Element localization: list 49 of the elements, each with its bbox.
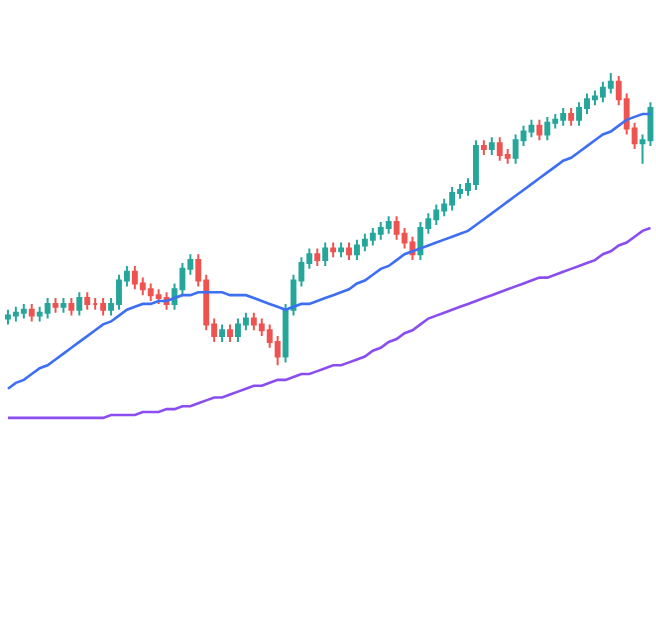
candlestick [377,221,384,241]
candlestick [147,282,154,302]
candlestick [12,305,19,323]
candlestick [60,297,67,314]
candlestick [36,305,43,323]
candlestick [346,241,352,262]
candlestick [512,133,519,165]
candlestick [361,232,368,253]
candlestick [607,72,614,95]
candlestick [227,323,233,343]
candlestick [250,311,257,332]
candlestick [528,118,535,139]
candlestick [116,273,122,311]
candlestick [385,215,392,235]
candlestick [417,221,424,262]
candlestick [20,302,27,320]
candlestick [155,288,162,305]
candlestick [131,264,138,291]
candlestick [449,186,456,212]
candlestick [369,226,376,247]
candlestick [314,247,321,267]
candlestick [473,139,479,191]
candlestick [44,297,51,320]
candlestick [92,297,99,311]
candlestick [568,107,575,127]
candlestick [544,115,551,142]
candlestick [338,241,345,259]
candlestick [219,323,226,343]
candlestick [235,317,241,343]
candlestick [4,308,11,326]
candlestick [354,238,360,262]
candlestick [330,241,337,259]
candlestick [576,101,582,127]
candlestick [52,297,59,314]
candlestick [599,80,606,104]
candlestick [433,203,440,227]
candlestick [488,136,495,156]
candlestick [76,291,83,317]
candlestick [591,89,598,107]
candlestick [393,215,400,241]
candlestick [84,291,91,311]
candlestick [68,297,75,317]
candlestick [560,107,567,127]
candlestick [496,136,503,162]
candlestick [100,297,107,317]
candlestick [536,118,543,142]
candlestick [322,241,329,267]
candlestick [480,139,487,156]
candlestick [28,302,35,323]
